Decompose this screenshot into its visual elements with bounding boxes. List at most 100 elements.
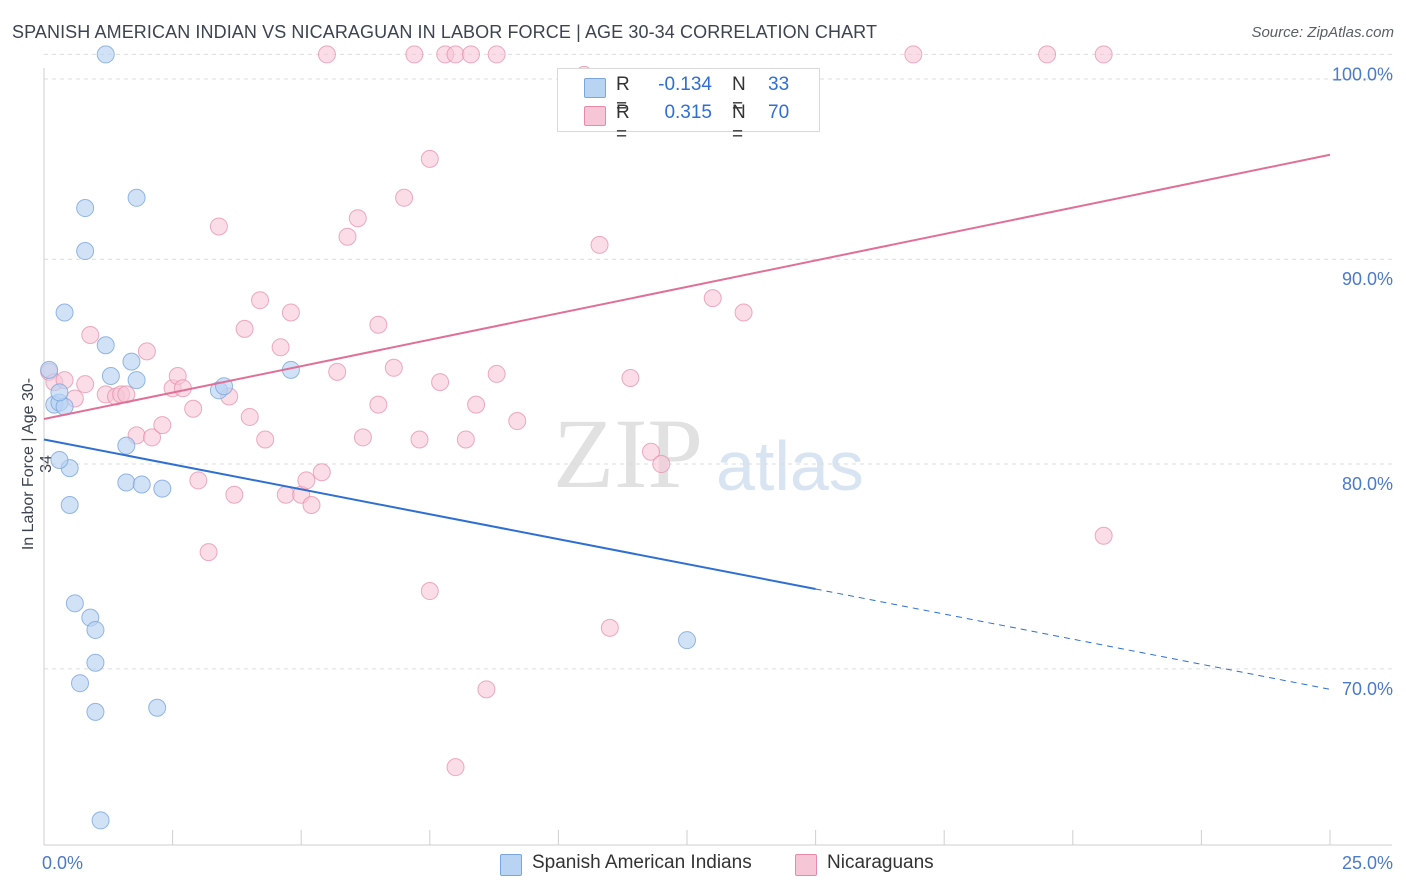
legend-r-value: 0.315 <box>664 102 712 123</box>
nicaraguans-point <box>621 369 640 388</box>
nicaraguans-points <box>40 45 1113 777</box>
legend-r-label: R = <box>616 102 630 145</box>
y-tick-label: 90.0% <box>1342 269 1393 289</box>
spanish-american-indians-point <box>40 360 59 379</box>
spanish-american-indians-point <box>86 702 105 721</box>
nicaraguans-point <box>256 430 275 449</box>
y-tick-label: 100.0% <box>1332 64 1393 84</box>
nicaraguans-point <box>251 291 270 310</box>
legend-label: Nicaraguans <box>827 852 934 873</box>
nicaraguans-point <box>225 485 244 504</box>
spanish-american-indians-point <box>65 594 84 613</box>
spanish-american-indians-point <box>678 631 696 650</box>
spanish-american-indians-point <box>86 620 105 639</box>
nicaraguans-point <box>143 428 162 447</box>
watermark-zip: ZIP <box>553 398 703 509</box>
pink-swatch-icon <box>795 854 817 876</box>
x-tick-label-min: 0.0% <box>42 853 83 873</box>
spanish-american-indians-point <box>71 674 90 693</box>
spanish-american-indians-point <box>60 496 79 515</box>
nicaraguans-point <box>410 430 429 449</box>
y-tick-label: 70.0% <box>1342 679 1393 699</box>
legend-r-label: R = <box>616 74 630 117</box>
nicaraguans-point <box>395 188 414 207</box>
nicaraguans-point <box>81 326 100 345</box>
spanish-american-indians-point <box>76 242 95 261</box>
nicaraguans-point <box>1094 45 1113 64</box>
spanish-american-indians-point <box>96 336 115 355</box>
spanish-american-indians-point <box>117 436 136 455</box>
nicaraguans-point <box>137 342 156 361</box>
nicaraguans-point <box>467 395 486 414</box>
spanish-american-indians-point <box>55 303 74 322</box>
nicaraguans-point <box>384 358 403 377</box>
spanish-american-indians-trend-line <box>43 438 816 590</box>
nicaraguans-point <box>297 471 316 490</box>
tick-labels: 70.0% 80.0% 90.0% 100.0% 0.0% 25.0% <box>42 64 1393 873</box>
spanish-american-indians-point <box>127 371 146 390</box>
nicaraguans-point <box>240 407 259 426</box>
nicaraguans-point <box>904 45 923 64</box>
nicaraguans-point <box>199 543 218 562</box>
nicaraguans-point <box>590 235 609 254</box>
legend-n-label: N = <box>732 74 746 117</box>
nicaraguans-point <box>446 45 465 64</box>
legend-n-label: N = <box>732 102 746 145</box>
chart-title: SPANISH AMERICAN INDIAN VS NICARAGUAN IN… <box>12 22 878 42</box>
spanish-american-indians-point <box>76 199 95 218</box>
nicaraguans-point <box>184 399 203 418</box>
nicaraguans-point <box>338 227 357 246</box>
axes <box>43 68 1392 846</box>
nicaraguans-point <box>652 455 671 474</box>
grid-lines <box>44 53 1392 670</box>
spanish-american-indians-point <box>50 450 69 469</box>
nicaraguans-point <box>487 364 506 383</box>
spanish-american-indians-trend-extension <box>815 588 1331 690</box>
nicaraguans-trend-line <box>43 153 1331 420</box>
legend-r-value: -0.134 <box>658 74 712 95</box>
nicaraguans-point <box>76 375 95 394</box>
nicaraguans-point <box>369 395 388 414</box>
spanish-american-indians-point <box>153 479 172 498</box>
nicaraguans-point <box>348 209 367 228</box>
blue-swatch-icon <box>500 854 522 876</box>
nicaraguans-point <box>431 373 450 392</box>
nicaraguans-point <box>189 471 208 490</box>
nicaraguans-point <box>281 303 300 322</box>
nicaraguans-point <box>369 315 388 334</box>
nicaraguans-point <box>317 45 336 64</box>
pink-swatch-icon <box>584 106 606 126</box>
spanish-american-indians-point <box>86 653 105 672</box>
nicaraguans-point <box>420 149 439 168</box>
nicaraguans-point <box>508 412 527 431</box>
spanish-american-indians-point <box>122 352 141 371</box>
nicaraguans-point <box>600 618 619 637</box>
nicaraguans-point <box>456 430 475 449</box>
blue-swatch-icon <box>584 78 606 98</box>
source-label: Source: ZipAtlas.com <box>1251 24 1394 41</box>
spanish-american-indians-point <box>132 475 151 494</box>
nicaraguans-point <box>405 45 424 64</box>
nicaraguans-point <box>446 758 465 777</box>
nicaraguans-point <box>209 217 228 236</box>
nicaraguans-point <box>235 319 254 338</box>
nicaraguans-point <box>703 289 722 308</box>
nicaraguans-point <box>461 45 480 64</box>
nicaraguans-point <box>420 582 439 601</box>
spanish-american-indians-point <box>50 383 69 402</box>
nicaraguans-point <box>477 680 496 699</box>
nicaraguans-point <box>353 428 372 447</box>
x-tick-label-max: 25.0% <box>1342 853 1393 873</box>
y-tick-label: 80.0% <box>1342 474 1393 494</box>
spanish-american-indians-point <box>91 811 110 830</box>
nicaraguans-point <box>1094 526 1113 545</box>
legend-label: Spanish American Indians <box>532 852 752 873</box>
trend-lines <box>43 153 1331 690</box>
spanish-american-indians-point <box>148 698 167 717</box>
correlation-legend: R = -0.134 N = 33 R = 0.315 N = 70 <box>557 68 820 145</box>
legend-n-value: 70 <box>768 102 790 123</box>
spanish-american-indians-points <box>40 45 696 830</box>
nicaraguans-point <box>312 463 331 482</box>
nicaraguans-point <box>487 45 506 64</box>
